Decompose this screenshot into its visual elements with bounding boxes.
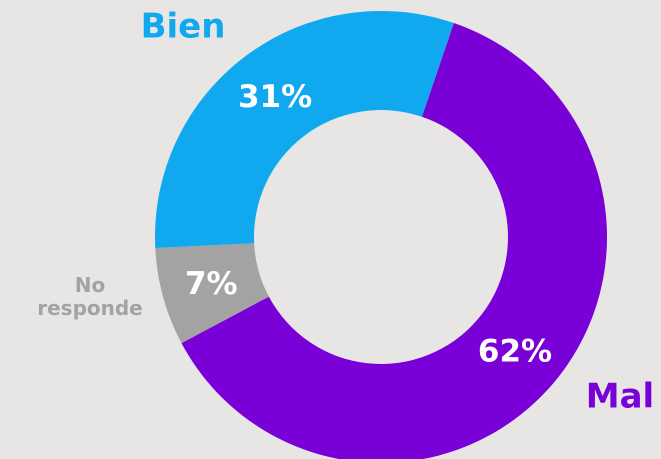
donut-slice	[181, 23, 607, 459]
donut-slice	[154, 10, 454, 249]
category-label: Bien	[140, 6, 226, 47]
category-label: No responde	[37, 273, 143, 320]
value-label: 31%	[238, 79, 312, 115]
value-label: 7%	[185, 266, 238, 302]
category-label: Mal	[585, 376, 655, 417]
value-label: 62%	[478, 334, 552, 370]
donut-slice	[155, 243, 269, 344]
